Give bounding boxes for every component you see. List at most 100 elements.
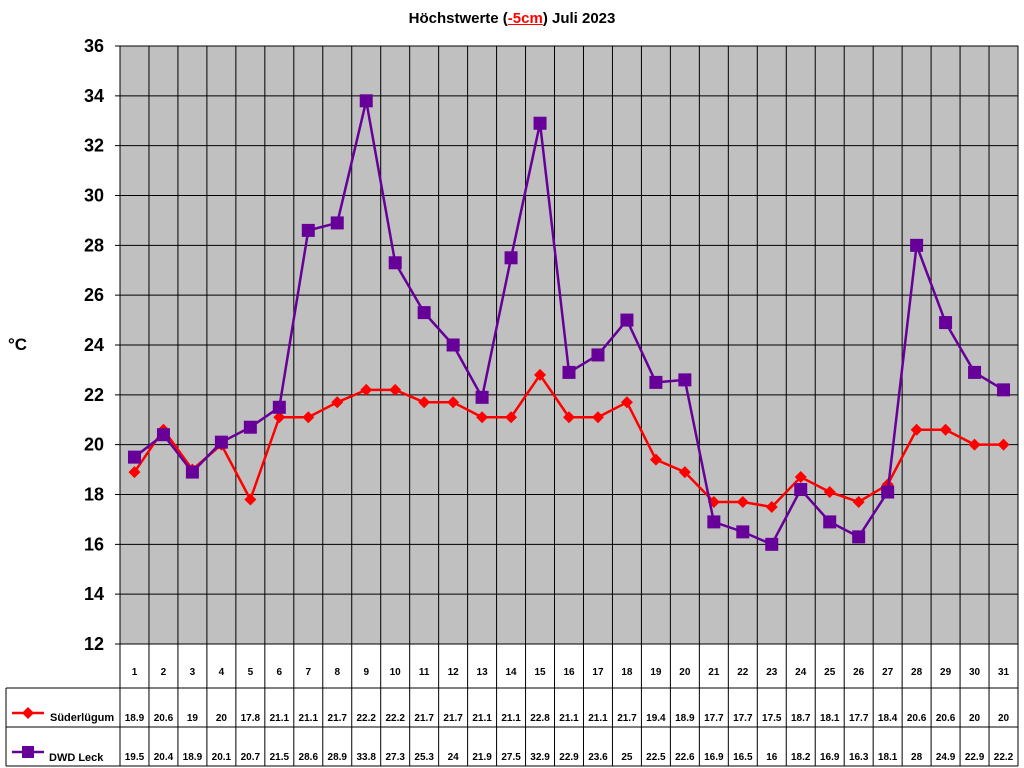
x-tick-label: 9 [363,667,369,678]
data-point-diamond [939,423,952,436]
table-value: 22.5 [646,752,666,763]
data-point-diamond [591,411,604,424]
table-value: 22.6 [675,752,695,763]
data-point-square [968,365,982,379]
table-value: 22.2 [356,713,376,724]
chart-title: Höchstwerte (-5cm) Juli 2023 [0,10,1024,27]
data-point-square [562,365,576,379]
title-highlight: -5cm [507,10,543,27]
table-value: 22.9 [965,752,985,763]
y-axis-label: °C [8,335,28,354]
table-value: 21.1 [472,713,492,724]
data-point-diamond [360,383,373,396]
table-value: 21.7 [328,713,348,724]
data-point-square [446,338,460,352]
table-value: 20 [216,713,228,724]
data-point-diamond [447,396,460,409]
table-value: 18.1 [878,752,898,763]
x-tick-label: 1 [132,667,138,678]
data-point-diamond [794,471,807,484]
table-value: 20 [969,713,981,724]
data-point-square [881,485,895,499]
legend-label: Süderlügum [50,712,114,724]
table-value: 33.8 [356,752,376,763]
y-tick-label: 20 [84,435,104,455]
data-point-diamond [418,396,431,409]
data-point-square [591,348,605,362]
title-prefix: Höchstwerte ( [408,10,508,27]
table-value: 21.7 [617,713,637,724]
data-point-square [417,306,431,320]
table-value: 18.7 [791,713,811,724]
table-value: 19.5 [125,752,145,763]
table-value: 27.3 [385,752,405,763]
table-value: 20.6 [154,713,174,724]
table-value: 21.1 [588,713,608,724]
table-value: 19.4 [646,713,666,724]
data-point-square [678,373,692,387]
x-tick-label: 27 [882,667,894,678]
x-tick-label: 2 [161,667,167,678]
data-point-diamond [563,411,575,424]
data-point-diamond [505,411,518,424]
data-point-diamond [244,493,257,506]
data-point-diamond [476,411,489,424]
table-value: 20.6 [936,713,956,724]
table-value: 19 [187,713,199,724]
table-value: 20.6 [907,713,927,724]
x-tick-label: 4 [219,667,225,678]
x-tick-label: 18 [621,667,633,678]
table-value: 27.5 [501,752,521,763]
x-tick-label: 3 [190,667,196,678]
table-value: 16.9 [820,752,840,763]
table-value: 17.7 [704,713,724,724]
data-point-square [997,383,1011,397]
table-value: 20.4 [154,752,174,763]
data-point-square [939,316,953,330]
data-point-square [736,525,750,539]
x-tick-label: 16 [563,667,575,678]
table-value: 22.2 [385,713,405,724]
x-tick-label: 24 [795,667,807,678]
x-tick-label: 30 [969,667,981,678]
data-point-square [359,94,373,108]
table-value: 20.1 [212,752,232,763]
data-point-square [243,420,257,434]
table-value: 32.9 [530,752,550,763]
data-point-square [910,238,924,252]
data-point-diamond [678,466,691,479]
x-tick-label: 19 [650,667,662,678]
table-value: 21.1 [559,713,579,724]
x-tick-label: 6 [277,667,283,678]
x-tick-label: 23 [766,667,778,678]
data-point-diamond [331,396,344,409]
data-point-square [388,256,402,270]
table-value: 21.7 [443,713,463,724]
table-value: 17.8 [241,713,261,724]
table-value: 25.3 [414,752,434,763]
data-point-square [185,465,199,479]
x-tick-label: 28 [911,667,923,678]
data-point-diamond [273,411,286,424]
x-tick-label: 17 [592,667,604,678]
table-value: 28 [911,752,923,763]
table-value: 18.9 [183,752,203,763]
table-value: 25 [621,752,633,763]
table-value: 21.1 [270,713,290,724]
x-tick-label: 15 [534,667,546,678]
data-point-diamond [534,368,547,381]
x-tick-label: 26 [853,667,865,678]
table-value: 17.5 [762,713,782,724]
table-value: 22.8 [530,713,550,724]
data-point-diamond [765,500,778,513]
data-point-diamond [910,423,923,436]
table-value: 18.4 [878,713,898,724]
legend-label: DWD Leck [49,752,104,764]
data-point-square [533,116,547,130]
table-value: 16.3 [849,752,869,763]
table-value: 18.1 [820,713,840,724]
y-tick-label: 18 [84,485,104,505]
x-tick-label: 31 [998,667,1010,678]
data-point-square [823,515,837,529]
